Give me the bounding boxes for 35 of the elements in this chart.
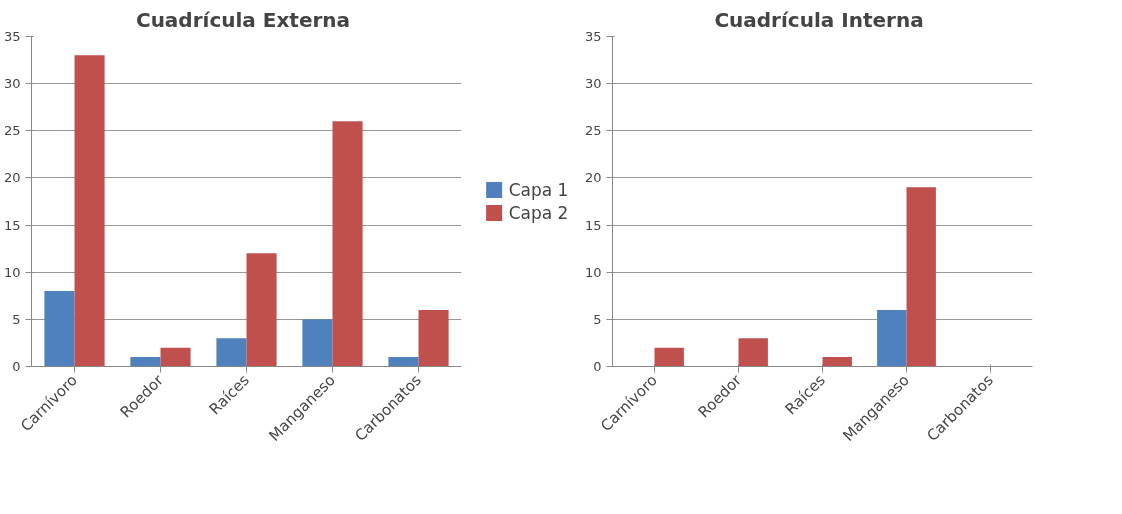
y-tick-label: 30 bbox=[3, 76, 21, 92]
bar bbox=[418, 309, 449, 367]
y-tick-label: 20 bbox=[584, 170, 602, 186]
y-tick-label: 35 bbox=[3, 29, 21, 44]
y-tick-label: 25 bbox=[584, 123, 602, 139]
y-tick-label: 20 bbox=[3, 170, 21, 186]
bar bbox=[738, 338, 768, 367]
y-tick-label: 5 bbox=[12, 311, 21, 327]
y-tick-label: 10 bbox=[584, 264, 602, 280]
bar bbox=[160, 347, 191, 367]
y-tick-label: 0 bbox=[12, 359, 21, 374]
y-tick-label: 10 bbox=[3, 264, 21, 280]
y-tick-label: 15 bbox=[3, 217, 21, 233]
y-tick-label: 30 bbox=[584, 76, 602, 92]
y-tick-label: 35 bbox=[584, 29, 602, 44]
bar bbox=[822, 357, 852, 367]
bar bbox=[906, 187, 936, 367]
bar bbox=[246, 253, 277, 367]
chart-title: Cuadrícula Interna bbox=[714, 7, 924, 32]
bar bbox=[877, 309, 907, 367]
bar bbox=[302, 319, 333, 367]
y-tick-label: 25 bbox=[3, 123, 21, 139]
legend-label: Capa 2 bbox=[508, 202, 569, 223]
legend-label: Capa 1 bbox=[508, 179, 569, 200]
bar bbox=[332, 121, 363, 367]
y-tick-label: 5 bbox=[593, 311, 602, 327]
chart-title: Cuadrícula Externa bbox=[135, 7, 351, 32]
y-tick-label: 0 bbox=[593, 359, 602, 374]
bar bbox=[74, 55, 105, 367]
bar bbox=[216, 338, 247, 367]
y-tick-label: 15 bbox=[584, 217, 602, 233]
bar bbox=[130, 357, 161, 367]
bar bbox=[388, 357, 419, 367]
bar bbox=[44, 291, 75, 367]
bar bbox=[654, 347, 684, 367]
